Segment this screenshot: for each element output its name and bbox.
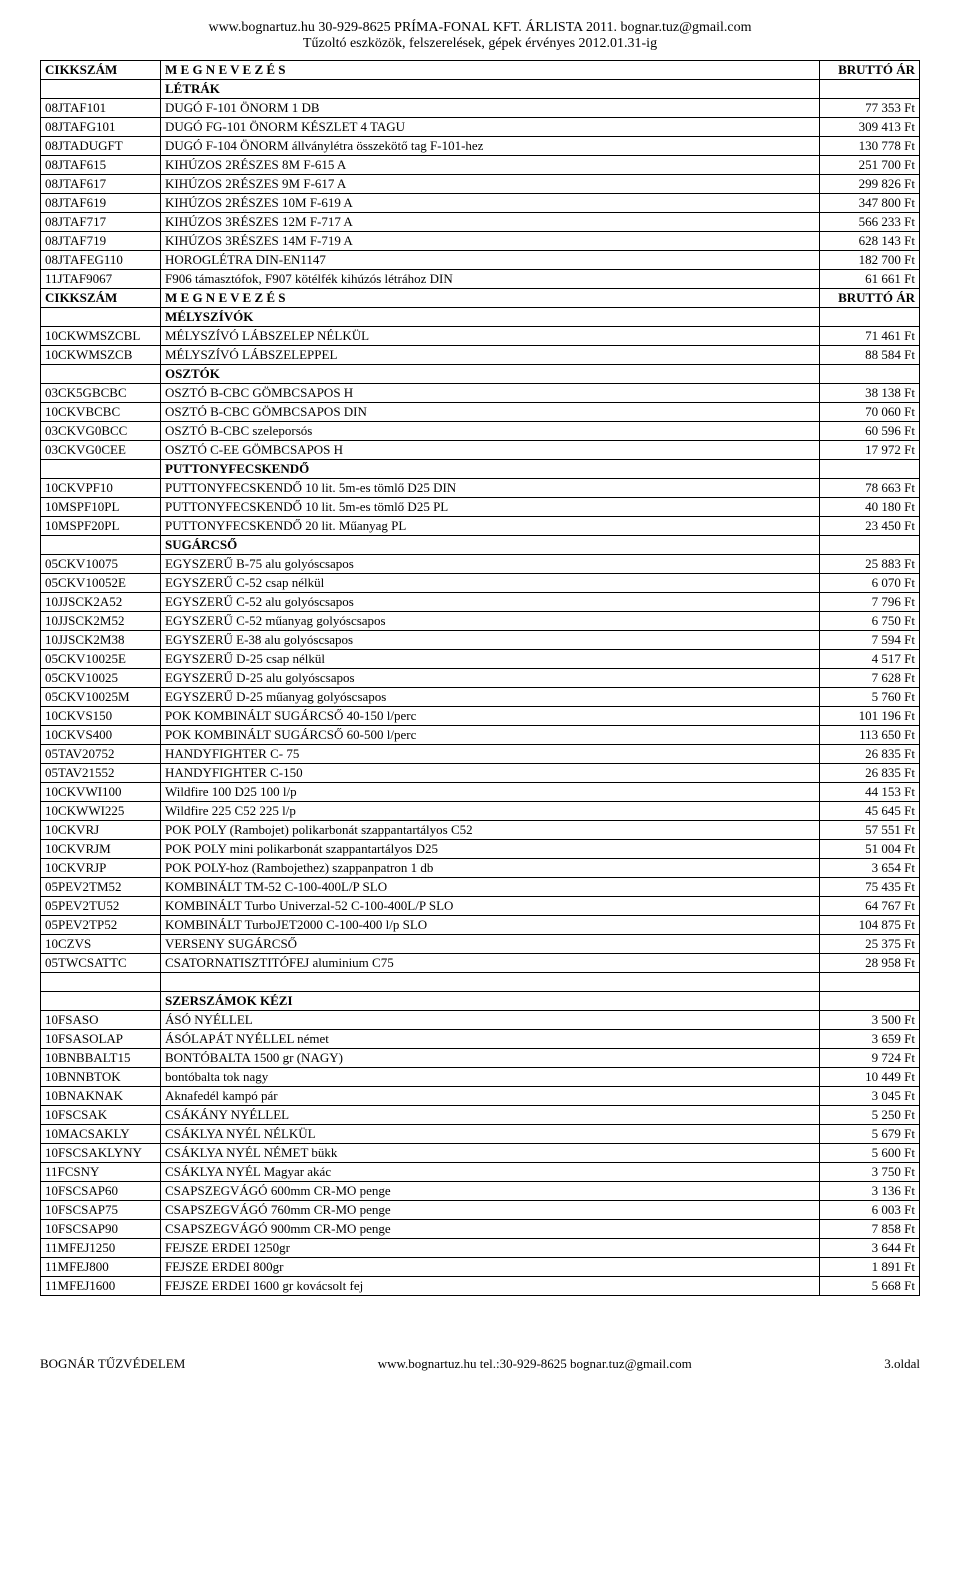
table-row: 10FSCSAKLYNYCSÁKLYA NYÉL NÉMET bükk5 600… (41, 1144, 920, 1163)
section-sugarcso: SUGÁRCSŐ (41, 536, 920, 555)
table-row: 10CKWWI225Wildfire 225 C52 225 l/p45 645… (41, 802, 920, 821)
table-row: 10CZVSVERSENY SUGÁRCSŐ25 375 Ft (41, 935, 920, 954)
table-row: 05TWCSATTCCSATORNATISZTITÓFEJ aluminium … (41, 954, 920, 973)
table-row: 05PEV2TP52KOMBINÁLT TurboJET2000 C-100-4… (41, 916, 920, 935)
table-row: 05CKV10025MEGYSZERŰ D-25 műanyag golyósc… (41, 688, 920, 707)
table-row: 08JTAFEG110HOROGLÉTRA DIN-EN1147182 700 … (41, 251, 920, 270)
table-row: 05CKV10025EGYSZERŰ D-25 alu golyóscsapos… (41, 669, 920, 688)
table-row: 10BNNBTOKbontóbalta tok nagy10 449 Ft (41, 1068, 920, 1087)
table-row: 08JTAF717KIHÚZOS 3RÉSZES 12M F-717 A566 … (41, 213, 920, 232)
table-row: 05TAV21552HANDYFIGHTER C-15026 835 Ft (41, 764, 920, 783)
table-row: 08JTAF615KIHÚZOS 2RÉSZES 8M F-615 A251 7… (41, 156, 920, 175)
table-row: 10MACSAKLYCSÁKLYA NYÉL NÉLKÜL5 679 Ft (41, 1125, 920, 1144)
header-line-2: Tűzoltó eszközök, felszerelések, gépek é… (40, 36, 920, 52)
col-desc: M E G N E V E Z É S (161, 61, 820, 80)
table-row: 05PEV2TM52KOMBINÁLT TM-52 C-100-400L/P S… (41, 878, 920, 897)
table-row: 10FSCSAP60CSAPSZEGVÁGÓ 600mm CR-MO penge… (41, 1182, 920, 1201)
table-row: 10CKVS150POK KOMBINÁLT SUGÁRCSŐ 40-150 l… (41, 707, 920, 726)
table-row: 11MFEJ1600FEJSZE ERDEI 1600 gr kovácsolt… (41, 1277, 920, 1296)
table-row: 10CKVBCBCOSZTÓ B-CBC GÖMBCSAPOS DIN70 06… (41, 403, 920, 422)
table-row: 05CKV10075EGYSZERŰ B-75 alu golyóscsapos… (41, 555, 920, 574)
table-row: 10BNAKNAKAknafedél kampó pár3 045 Ft (41, 1087, 920, 1106)
table-header-row: CIKKSZÁM M E G N E V E Z É S BRUTTÓ ÁR (41, 61, 920, 80)
table-row: 10FSASOLAPÁSÓLAPÁT NYÉLLEL német3 659 Ft (41, 1030, 920, 1049)
table-row: 11FCSNYCSÁKLYA NYÉL Magyar akác3 750 Ft (41, 1163, 920, 1182)
table-row: 03CK5GBCBCOSZTÓ B-CBC GÖMBCSAPOS H38 138… (41, 384, 920, 403)
section-osztok: OSZTÓK (41, 365, 920, 384)
table-row: 10FSCSAKCSÁKÁNY NYÉLLEL5 250 Ft (41, 1106, 920, 1125)
footer-left: BOGNÁR TŰZVÉDELEM (40, 1356, 185, 1372)
section-szerszamok: SZERSZÁMOK KÉZI (41, 992, 920, 1011)
page-footer: BOGNÁR TŰZVÉDELEM www.bognartuz.hu tel.:… (40, 1356, 920, 1372)
section-letrak: LÉTRÁK (41, 80, 920, 99)
col-code: CIKKSZÁM (41, 61, 161, 80)
table-row: 03CKVG0CEEOSZTÓ C-EE GÖMBCSAPOS H17 972 … (41, 441, 920, 460)
table-row: 03CKVG0BCCOSZTÓ B-CBC szeleporsós60 596 … (41, 422, 920, 441)
table-row: 05CKV10025EEGYSZERŰ D-25 csap nélkül4 51… (41, 650, 920, 669)
table-row: 05PEV2TU52KOMBINÁLT Turbo Univerzal-52 C… (41, 897, 920, 916)
table-row: 10CKWMSZCBLMÉLYSZÍVÓ LÁBSZELEP NÉLKÜL71 … (41, 327, 920, 346)
table-row: 10MSPF10PLPUTTONYFECSKENDŐ 10 lit. 5m-es… (41, 498, 920, 517)
table-row: 10CKVS400POK KOMBINÁLT SUGÁRCSŐ 60-500 l… (41, 726, 920, 745)
footer-mid: www.bognartuz.hu tel.:30-929-8625 bognar… (378, 1356, 692, 1372)
table-row: 10CKWMSZCBMÉLYSZÍVÓ LÁBSZELEPPEL88 584 F… (41, 346, 920, 365)
table-row: 10JJSCK2M38EGYSZERŰ E-38 alu golyóscsapo… (41, 631, 920, 650)
table-row: 10CKVWI100Wildfire 100 D25 100 l/p44 153… (41, 783, 920, 802)
table-row: 08JTAF101DUGÓ F-101 ÖNORM 1 DB77 353 Ft (41, 99, 920, 118)
table-row: 11MFEJ1250FEJSZE ERDEI 1250gr3 644 Ft (41, 1239, 920, 1258)
table-row: 10FSCSAP90CSAPSZEGVÁGÓ 900mm CR-MO penge… (41, 1220, 920, 1239)
section-melyszivok: MÉLYSZÍVÓK (41, 308, 920, 327)
page-header: www.bognartuz.hu 30-929-8625 PRÍMA-FONAL… (40, 20, 920, 52)
table-row: 10JJSCK2A52EGYSZERŰ C-52 alu golyóscsapo… (41, 593, 920, 612)
table-row: 10CKVRJMPOK POLY mini polikarbonát szapp… (41, 840, 920, 859)
col-price: BRUTTÓ ÁR (820, 61, 920, 80)
table-row: 05TAV20752HANDYFIGHTER C- 7526 835 Ft (41, 745, 920, 764)
table-row: 08JTADUGFTDUGÓ F-104 ÖNORM állványlétra … (41, 137, 920, 156)
table-row: 10FSASOÁSÓ NYÉLLEL3 500 Ft (41, 1011, 920, 1030)
table-row: 10MSPF20PLPUTTONYFECSKENDŐ 20 lit. Műany… (41, 517, 920, 536)
footer-right: 3.oldal (884, 1356, 920, 1372)
table-header-row: CIKKSZÁM M E G N E V E Z É S BRUTTÓ ÁR (41, 289, 920, 308)
header-line-1: www.bognartuz.hu 30-929-8625 PRÍMA-FONAL… (40, 20, 920, 36)
table-row: 08JTAF617KIHÚZOS 2RÉSZES 9M F-617 A299 8… (41, 175, 920, 194)
table-row: 10FSCSAP75CSAPSZEGVÁGÓ 760mm CR-MO penge… (41, 1201, 920, 1220)
price-table: CIKKSZÁM M E G N E V E Z É S BRUTTÓ ÁR L… (40, 60, 920, 1296)
table-row: 10CKVRJPPOK POLY-hoz (Rambojethez) szapp… (41, 859, 920, 878)
table-row: 11MFEJ800FEJSZE ERDEI 800gr1 891 Ft (41, 1258, 920, 1277)
table-row: 10BNBBALT15BONTÓBALTA 1500 gr (NAGY)9 72… (41, 1049, 920, 1068)
table-row: 11JTAF9067F906 támasztófok, F907 kötélfé… (41, 270, 920, 289)
table-row: 05CKV10052EEGYSZERŰ C-52 csap nélkül6 07… (41, 574, 920, 593)
section-puttony: PUTTONYFECSKENDŐ (41, 460, 920, 479)
table-row: 10JJSCK2M52EGYSZERŰ C-52 műanyag golyósc… (41, 612, 920, 631)
table-row: 08JTAF619KIHÚZOS 2RÉSZES 10M F-619 A347 … (41, 194, 920, 213)
empty-row (41, 973, 920, 992)
table-row: 08JTAFG101DUGÓ FG-101 ÖNORM KÉSZLET 4 TA… (41, 118, 920, 137)
table-row: 08JTAF719KIHÚZOS 3RÉSZES 14M F-719 A628 … (41, 232, 920, 251)
table-row: 10CKVRJPOK POLY (Rambojet) polikarbonát … (41, 821, 920, 840)
table-row: 10CKVPF10PUTTONYFECSKENDŐ 10 lit. 5m-es … (41, 479, 920, 498)
